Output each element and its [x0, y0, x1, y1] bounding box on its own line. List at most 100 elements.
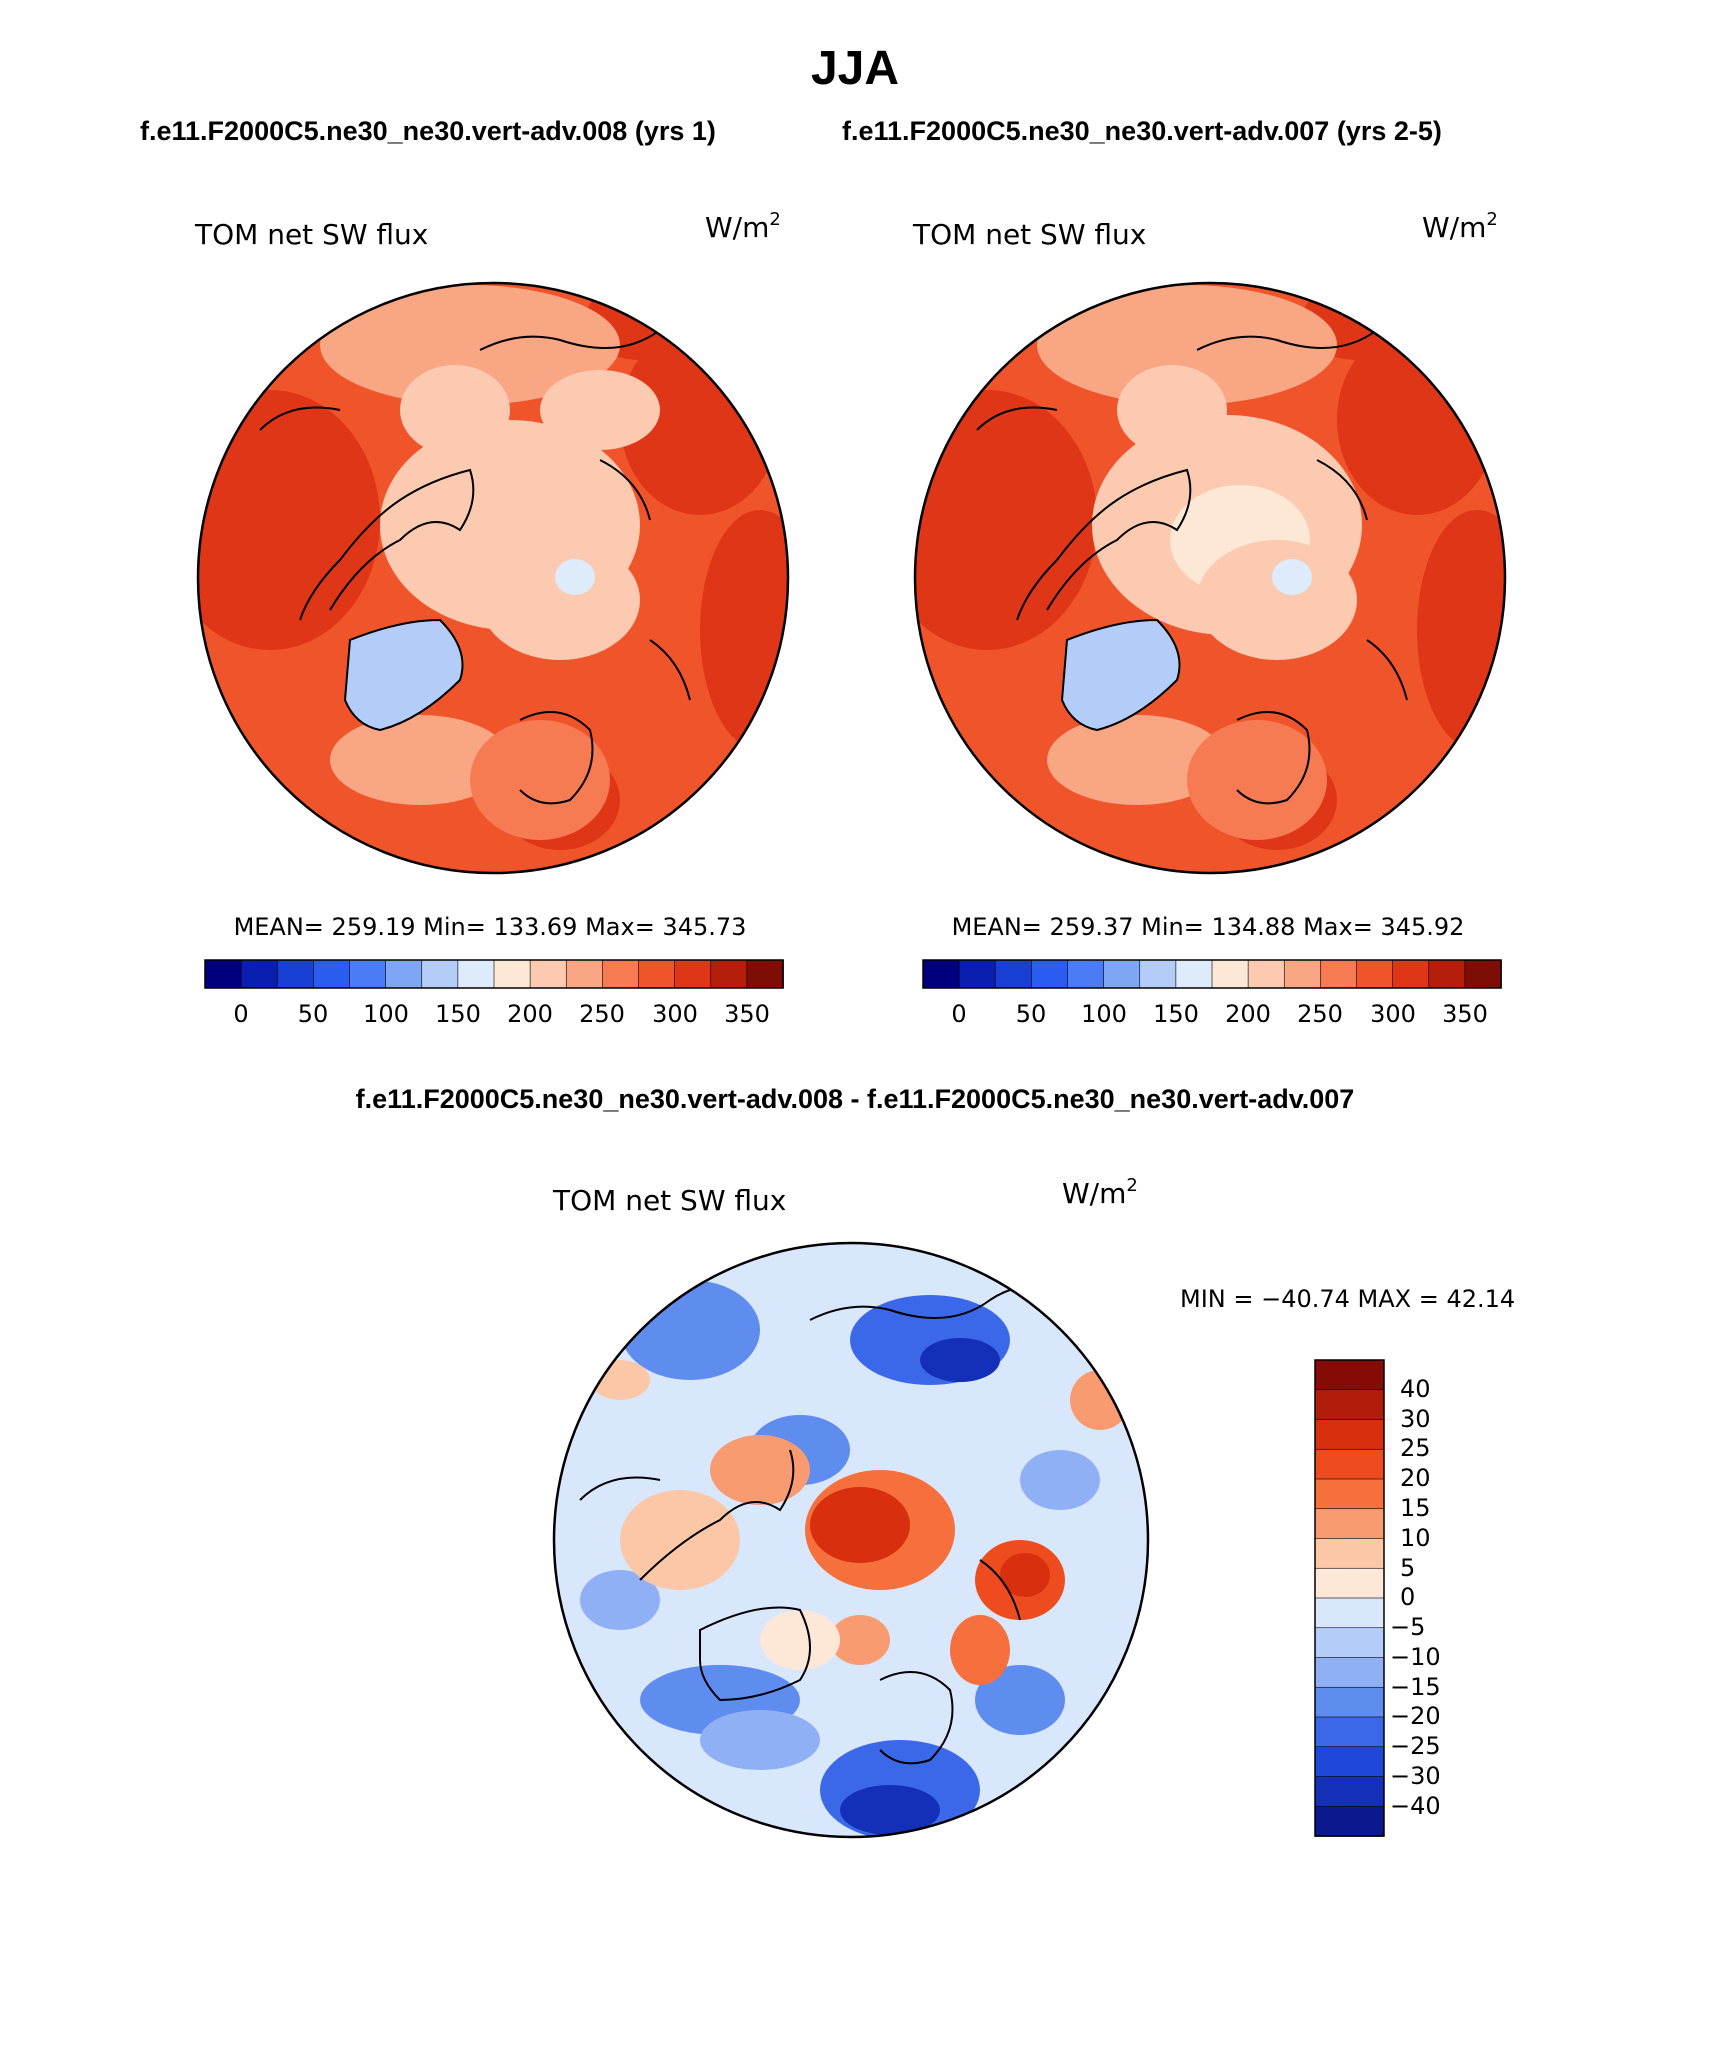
colorbar-swatch	[710, 959, 748, 989]
cb3-label: −15	[1390, 1673, 1441, 1701]
colorbar-swatch	[1464, 959, 1502, 989]
colorbar-swatch	[529, 959, 568, 989]
panel-1-variable: TOM net SW flux	[194, 218, 428, 251]
subtitle-left: f.e11.F2000C5.ne30_ne30.vert-adv.008 (yr…	[140, 116, 716, 146]
cb1-tick: 0	[233, 1000, 248, 1028]
cb3-label: 30	[1400, 1405, 1431, 1433]
colorbar-swatch	[1314, 1716, 1385, 1748]
colorbar-swatch	[1314, 1805, 1385, 1837]
cb3-label: 25	[1400, 1434, 1431, 1462]
panel-1-colorbar-ticks: 0 50 100 150 200 250 300 350	[233, 1000, 770, 1028]
colorbar-swatch	[457, 959, 495, 989]
cb2-tick: 350	[1442, 1000, 1488, 1028]
colorbar-swatch	[1103, 959, 1141, 989]
colorbar-swatch	[1314, 1359, 1385, 1391]
cb3-label: 0	[1400, 1583, 1415, 1611]
colorbar-swatch	[240, 959, 279, 989]
colorbar-swatch	[1031, 959, 1069, 989]
cb3-label: −20	[1390, 1702, 1441, 1730]
subtitle-right: f.e11.F2000C5.ne30_ne30.vert-adv.007 (yr…	[842, 116, 1442, 146]
cb2-tick: 50	[1016, 1000, 1047, 1028]
cb2-tick: 100	[1081, 1000, 1127, 1028]
cb3-label: 20	[1400, 1464, 1431, 1492]
colorbar-swatch	[204, 959, 242, 989]
cb3-label: −5	[1390, 1613, 1425, 1641]
colorbar-swatch	[1428, 959, 1466, 989]
colorbar-swatch	[1283, 959, 1322, 989]
colorbar-swatch	[958, 959, 997, 989]
colorbar-swatch	[638, 959, 676, 989]
colorbar-swatch	[1247, 959, 1286, 989]
cb3-label: 5	[1400, 1554, 1415, 1582]
panel-2-colorbar-ticks: 0 50 100 150 200 250 300 350	[951, 1000, 1488, 1028]
colorbar-swatch	[1067, 959, 1105, 989]
colorbar-swatch	[674, 959, 712, 989]
colorbar-swatch	[313, 959, 351, 989]
colorbar-swatch	[1139, 959, 1177, 989]
colorbar-swatch	[565, 959, 604, 989]
diff-units: W/m2	[1062, 1175, 1138, 1210]
colorbar-swatch	[1314, 1686, 1385, 1718]
colorbar-swatch	[1314, 1419, 1385, 1451]
colorbar-swatch	[1175, 959, 1213, 989]
panel-2-map	[915, 283, 1505, 873]
diff-colorbar	[1314, 1359, 1385, 1837]
colorbar-swatch	[1314, 1567, 1385, 1599]
colorbar-swatch	[1314, 1597, 1385, 1629]
cb1-tick: 250	[579, 1000, 625, 1028]
cb3-label: 15	[1400, 1494, 1431, 1522]
cb3-label: −30	[1390, 1762, 1441, 1790]
colorbar-swatch	[1392, 959, 1430, 989]
cb3-label: 10	[1400, 1524, 1431, 1552]
cb1-tick: 200	[507, 1000, 553, 1028]
colorbar-swatch	[1314, 1627, 1385, 1659]
cb3-label: −10	[1390, 1643, 1441, 1671]
colorbar-swatch	[922, 959, 960, 989]
cb1-tick: 100	[363, 1000, 409, 1028]
colorbar-swatch	[1314, 1538, 1385, 1570]
colorbar-swatch	[493, 959, 531, 989]
panel-1-stats: MEAN= 259.19 Min= 133.69 Max= 345.73	[234, 913, 747, 941]
diff-colorbar-labels: 40 30 25 20 15 10 5 0 −5 −10 −15 −20 −25…	[1390, 1375, 1441, 1820]
colorbar-swatch	[602, 959, 640, 989]
diff-panel: TOM net SW flux W/m2 MIN = −40.74 MAX = …	[552, 1175, 1515, 1839]
cb3-label: −40	[1390, 1792, 1441, 1820]
colorbar-swatch	[1314, 1657, 1385, 1689]
colorbar-swatch	[1314, 1746, 1385, 1778]
colorbar-swatch	[1314, 1389, 1385, 1421]
diff-minmax: MIN = −40.74 MAX = 42.14	[1180, 1285, 1515, 1313]
panel-1-colorbar	[204, 959, 784, 989]
cb2-tick: 200	[1225, 1000, 1271, 1028]
panel-2-units: W/m2	[1422, 209, 1498, 244]
cb1-tick: 50	[298, 1000, 329, 1028]
panel-2-variable: TOM net SW flux	[912, 218, 1146, 251]
colorbar-swatch	[1356, 959, 1394, 989]
panel-1: TOM net SW flux W/m2	[194, 209, 790, 1028]
cb3-label: −25	[1390, 1732, 1441, 1760]
colorbar-swatch	[746, 959, 784, 989]
cb3-label: 40	[1400, 1375, 1431, 1403]
colorbar-swatch	[1211, 959, 1249, 989]
colorbar-swatch	[1314, 1776, 1385, 1808]
panel-1-map	[198, 283, 788, 873]
colorbar-swatch	[1314, 1508, 1385, 1540]
colorbar-swatch	[1314, 1448, 1385, 1480]
cb2-tick: 150	[1153, 1000, 1199, 1028]
colorbar-swatch	[1314, 1478, 1385, 1510]
panel-1-units: W/m2	[705, 209, 781, 244]
cb1-tick: 300	[652, 1000, 698, 1028]
colorbar-swatch	[385, 959, 423, 989]
cb1-tick: 350	[724, 1000, 770, 1028]
diff-map	[554, 1243, 1148, 1837]
colorbar-swatch	[276, 959, 315, 989]
cb2-tick: 300	[1370, 1000, 1416, 1028]
colorbar-swatch	[349, 959, 387, 989]
colorbar-swatch	[1320, 959, 1358, 989]
diff-title: f.e11.F2000C5.ne30_ne30.vert-adv.008 - f…	[356, 1084, 1355, 1114]
diff-variable: TOM net SW flux	[552, 1184, 786, 1217]
panel-2: TOM net SW flux W/m2	[912, 209, 1507, 1028]
colorbar-swatch	[421, 959, 459, 989]
cb2-tick: 250	[1297, 1000, 1343, 1028]
cb2-tick: 0	[951, 1000, 966, 1028]
